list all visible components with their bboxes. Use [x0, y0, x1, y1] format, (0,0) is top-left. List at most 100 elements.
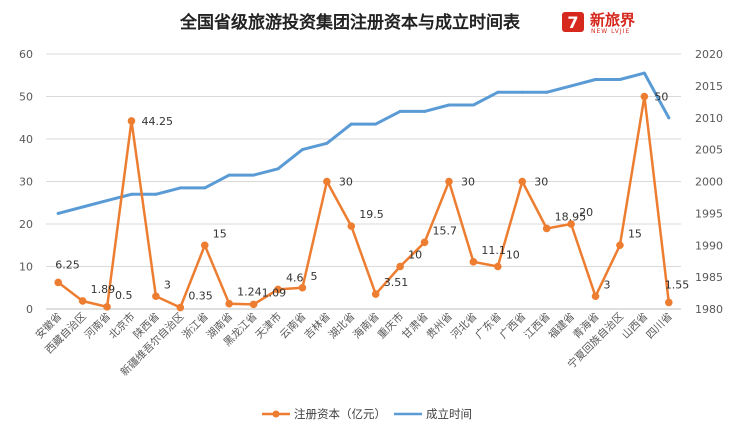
- point-founding-time: [178, 186, 182, 190]
- point-registered-capital: [152, 292, 160, 301]
- x-axis: 安徽省西藏自治区河南省北京市陕西省新疆维吾尔自治区浙江省湖南省黑龙江省天津市云南…: [33, 310, 675, 379]
- data-label-registered-capital: 10: [408, 249, 422, 262]
- logo-subtitle: NEW LVJIE: [591, 28, 630, 35]
- point-founding-time: [520, 90, 524, 94]
- point-registered-capital: [371, 290, 380, 298]
- data-label-registered-capital: 50: [654, 91, 668, 104]
- point-registered-capital: [347, 222, 356, 230]
- point-registered-capital: [567, 220, 575, 228]
- point-registered-capital: [249, 300, 258, 309]
- x-tick-label: 重庆市: [375, 310, 406, 341]
- x-tick-label: 北京市: [106, 310, 137, 341]
- point-founding-time: [276, 167, 280, 171]
- x-tick-label: 天津市: [253, 310, 284, 341]
- point-registered-capital: [445, 177, 453, 186]
- x-tick-label: 河南省: [82, 310, 113, 341]
- left-tick-label: 10: [19, 261, 33, 274]
- data-label-registered-capital: 30: [339, 176, 353, 189]
- point-founding-time: [349, 122, 353, 126]
- series-layer: [54, 71, 673, 312]
- series-line-founding-time: [56, 71, 671, 215]
- data-label-registered-capital: 18.95: [555, 210, 587, 223]
- point-registered-capital: [396, 262, 404, 271]
- x-tick-label: 浙江省: [179, 310, 210, 341]
- point-registered-capital: [494, 262, 502, 271]
- left-tick-label: 40: [19, 133, 33, 146]
- x-tick-label: 江西省: [521, 310, 552, 341]
- right-tick-label: 2000: [695, 176, 723, 189]
- point-founding-time: [203, 186, 207, 190]
- point-registered-capital: [591, 292, 600, 301]
- point-registered-capital: [78, 297, 87, 305]
- logo-mark-glyph: 7: [567, 13, 578, 32]
- point-founding-time: [618, 78, 622, 81]
- data-label-registered-capital: 1.24: [237, 286, 262, 299]
- point-founding-time: [423, 109, 427, 113]
- point-founding-time: [667, 116, 671, 120]
- x-tick-label: 福建省: [546, 310, 577, 341]
- logo-mark: 7: [562, 12, 584, 32]
- point-founding-time: [569, 84, 573, 88]
- logo-name: 新旅界: [590, 11, 635, 29]
- right-tick-label: 1985: [695, 271, 723, 284]
- data-label-registered-capital: 15.7: [433, 224, 458, 237]
- legend: 注册资本（亿元） 成立时间: [262, 407, 472, 421]
- point-registered-capital: [274, 285, 282, 294]
- point-registered-capital: [616, 241, 624, 250]
- x-tick-label: 甘肃省: [399, 310, 430, 341]
- right-tick-label: 2015: [695, 80, 723, 93]
- point-founding-time: [56, 211, 60, 215]
- x-tick-label: 广西省: [497, 310, 528, 341]
- left-tick-label: 30: [19, 176, 33, 189]
- point-registered-capital: [200, 241, 209, 250]
- right-tick-label: 1995: [695, 207, 723, 220]
- point-founding-time: [129, 192, 133, 196]
- left-tick-label: 60: [19, 48, 33, 61]
- point-founding-time: [594, 78, 598, 81]
- left-axis: 0 10 20 30 40 50 60: [19, 48, 33, 316]
- data-label-registered-capital: 11.1: [481, 244, 506, 257]
- point-registered-capital: [518, 177, 527, 186]
- point-registered-capital: [664, 298, 673, 307]
- data-label-registered-capital: 19.5: [359, 208, 384, 221]
- series-line-registered-capital: [57, 95, 671, 309]
- point-registered-capital: [176, 303, 185, 312]
- x-tick-label: 吉林省: [302, 310, 333, 341]
- point-founding-time: [81, 205, 85, 209]
- point-registered-capital: [103, 303, 111, 311]
- data-label-registered-capital: 44.25: [141, 115, 173, 128]
- legend-item-founding[interactable]: 成立时间: [394, 407, 472, 421]
- point-founding-time: [252, 173, 256, 177]
- x-tick-label: 山西省: [619, 310, 650, 341]
- point-founding-time: [545, 90, 549, 94]
- data-label-registered-capital: 3: [604, 278, 611, 291]
- data-label-registered-capital: 0.35: [188, 290, 213, 303]
- right-tick-label: 1980: [695, 303, 723, 316]
- gridlines: [46, 53, 681, 310]
- legend-label-capital: 注册资本（亿元）: [294, 407, 386, 421]
- point-registered-capital: [469, 258, 478, 266]
- data-label-registered-capital: 20: [579, 206, 593, 219]
- legend-label-founding: 成立时间: [426, 407, 472, 421]
- data-label-registered-capital: 15: [213, 227, 227, 240]
- point-registered-capital: [640, 92, 649, 101]
- point-registered-capital: [225, 299, 233, 308]
- left-tick-label: 20: [19, 218, 33, 231]
- data-label-registered-capital: 1.89: [91, 283, 116, 296]
- data-label-registered-capital: 5: [310, 270, 317, 283]
- point-founding-time: [374, 122, 378, 126]
- data-label-registered-capital: 30: [534, 176, 548, 189]
- x-tick-label: 广东省: [472, 310, 503, 341]
- x-tick-label: 贵州省: [424, 310, 455, 341]
- point-founding-time: [300, 148, 304, 152]
- data-label-registered-capital: 3: [164, 278, 171, 291]
- legend-item-capital[interactable]: 注册资本（亿元）: [262, 407, 386, 421]
- point-founding-time: [105, 199, 109, 203]
- point-registered-capital: [298, 283, 307, 292]
- x-tick-label: 湖北省: [326, 310, 357, 341]
- data-label-registered-capital: 10: [506, 249, 520, 262]
- data-labels: 6.25 1.89 0.5 44.25 3 0.35 15 1.24 1.09 4.6 5 30 19.…: [55, 91, 689, 303]
- point-registered-capital: [127, 117, 136, 125]
- right-axis: 1980 1985 1990 1995 2000 2005 2010 2015 2020: [695, 48, 723, 316]
